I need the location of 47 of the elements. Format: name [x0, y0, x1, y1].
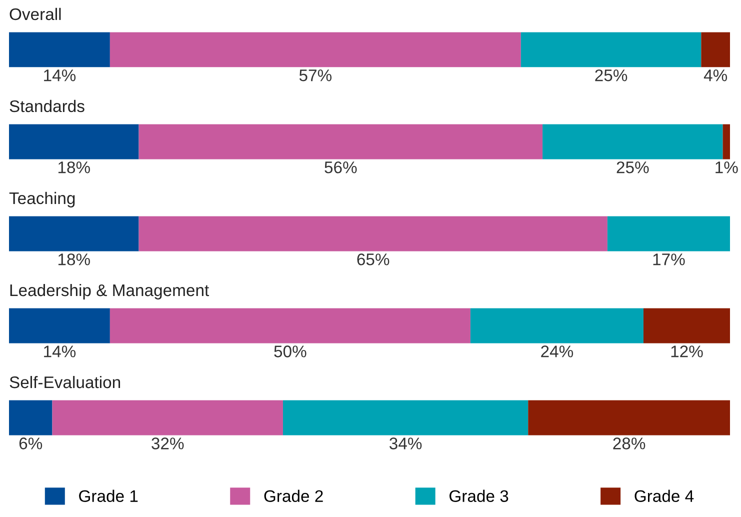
data-label: 12% [671, 346, 703, 358]
bar [643, 308, 730, 344]
bar [9, 32, 110, 68]
bar [9, 216, 139, 252]
bar [470, 308, 644, 344]
bar [282, 400, 528, 436]
data-label: 17% [653, 254, 685, 266]
data-label: 14% [44, 346, 76, 358]
bar [722, 124, 730, 160]
legend-label: Grade 2 [264, 490, 323, 502]
bar [528, 400, 730, 436]
bar [607, 216, 730, 252]
data-label: 24% [541, 346, 574, 358]
bar [138, 216, 608, 252]
y-tick-label: Standards [10, 100, 84, 112]
bar [701, 32, 730, 68]
data-label: 18% [58, 161, 90, 174]
data-label: 25% [616, 161, 649, 174]
bar [9, 308, 110, 344]
bar [110, 32, 521, 68]
bar [110, 308, 470, 344]
legend-label: Grade 3 [450, 490, 508, 502]
bar [138, 124, 543, 160]
y-tick-label: Teaching [9, 192, 75, 208]
bar [52, 400, 283, 436]
data-label: 4% [704, 70, 728, 82]
y-tick-label: Leadership & Management [10, 284, 210, 300]
y-tick-label: Overall [10, 8, 61, 20]
data-label: 1% [716, 162, 738, 174]
data-label: 50% [274, 346, 306, 358]
y-tick-label: Self-Evaluation [10, 376, 120, 388]
bar [9, 400, 52, 436]
data-label: 56% [324, 161, 357, 174]
data-label: 14% [44, 70, 76, 82]
data-label: 18% [58, 254, 90, 266]
legend-label: Grade 4 [634, 490, 694, 502]
data-label: 57% [299, 70, 332, 82]
data-label: 25% [595, 69, 628, 82]
data-label: 65% [357, 254, 390, 266]
data-label: 28% [613, 438, 646, 450]
data-label: 34% [390, 438, 422, 450]
bar [520, 32, 702, 68]
bar [9, 124, 139, 160]
data-label: 6% [19, 438, 42, 450]
bar [542, 124, 723, 160]
data-label: 32% [152, 438, 184, 450]
legend-label: Grade 1 [79, 490, 138, 502]
